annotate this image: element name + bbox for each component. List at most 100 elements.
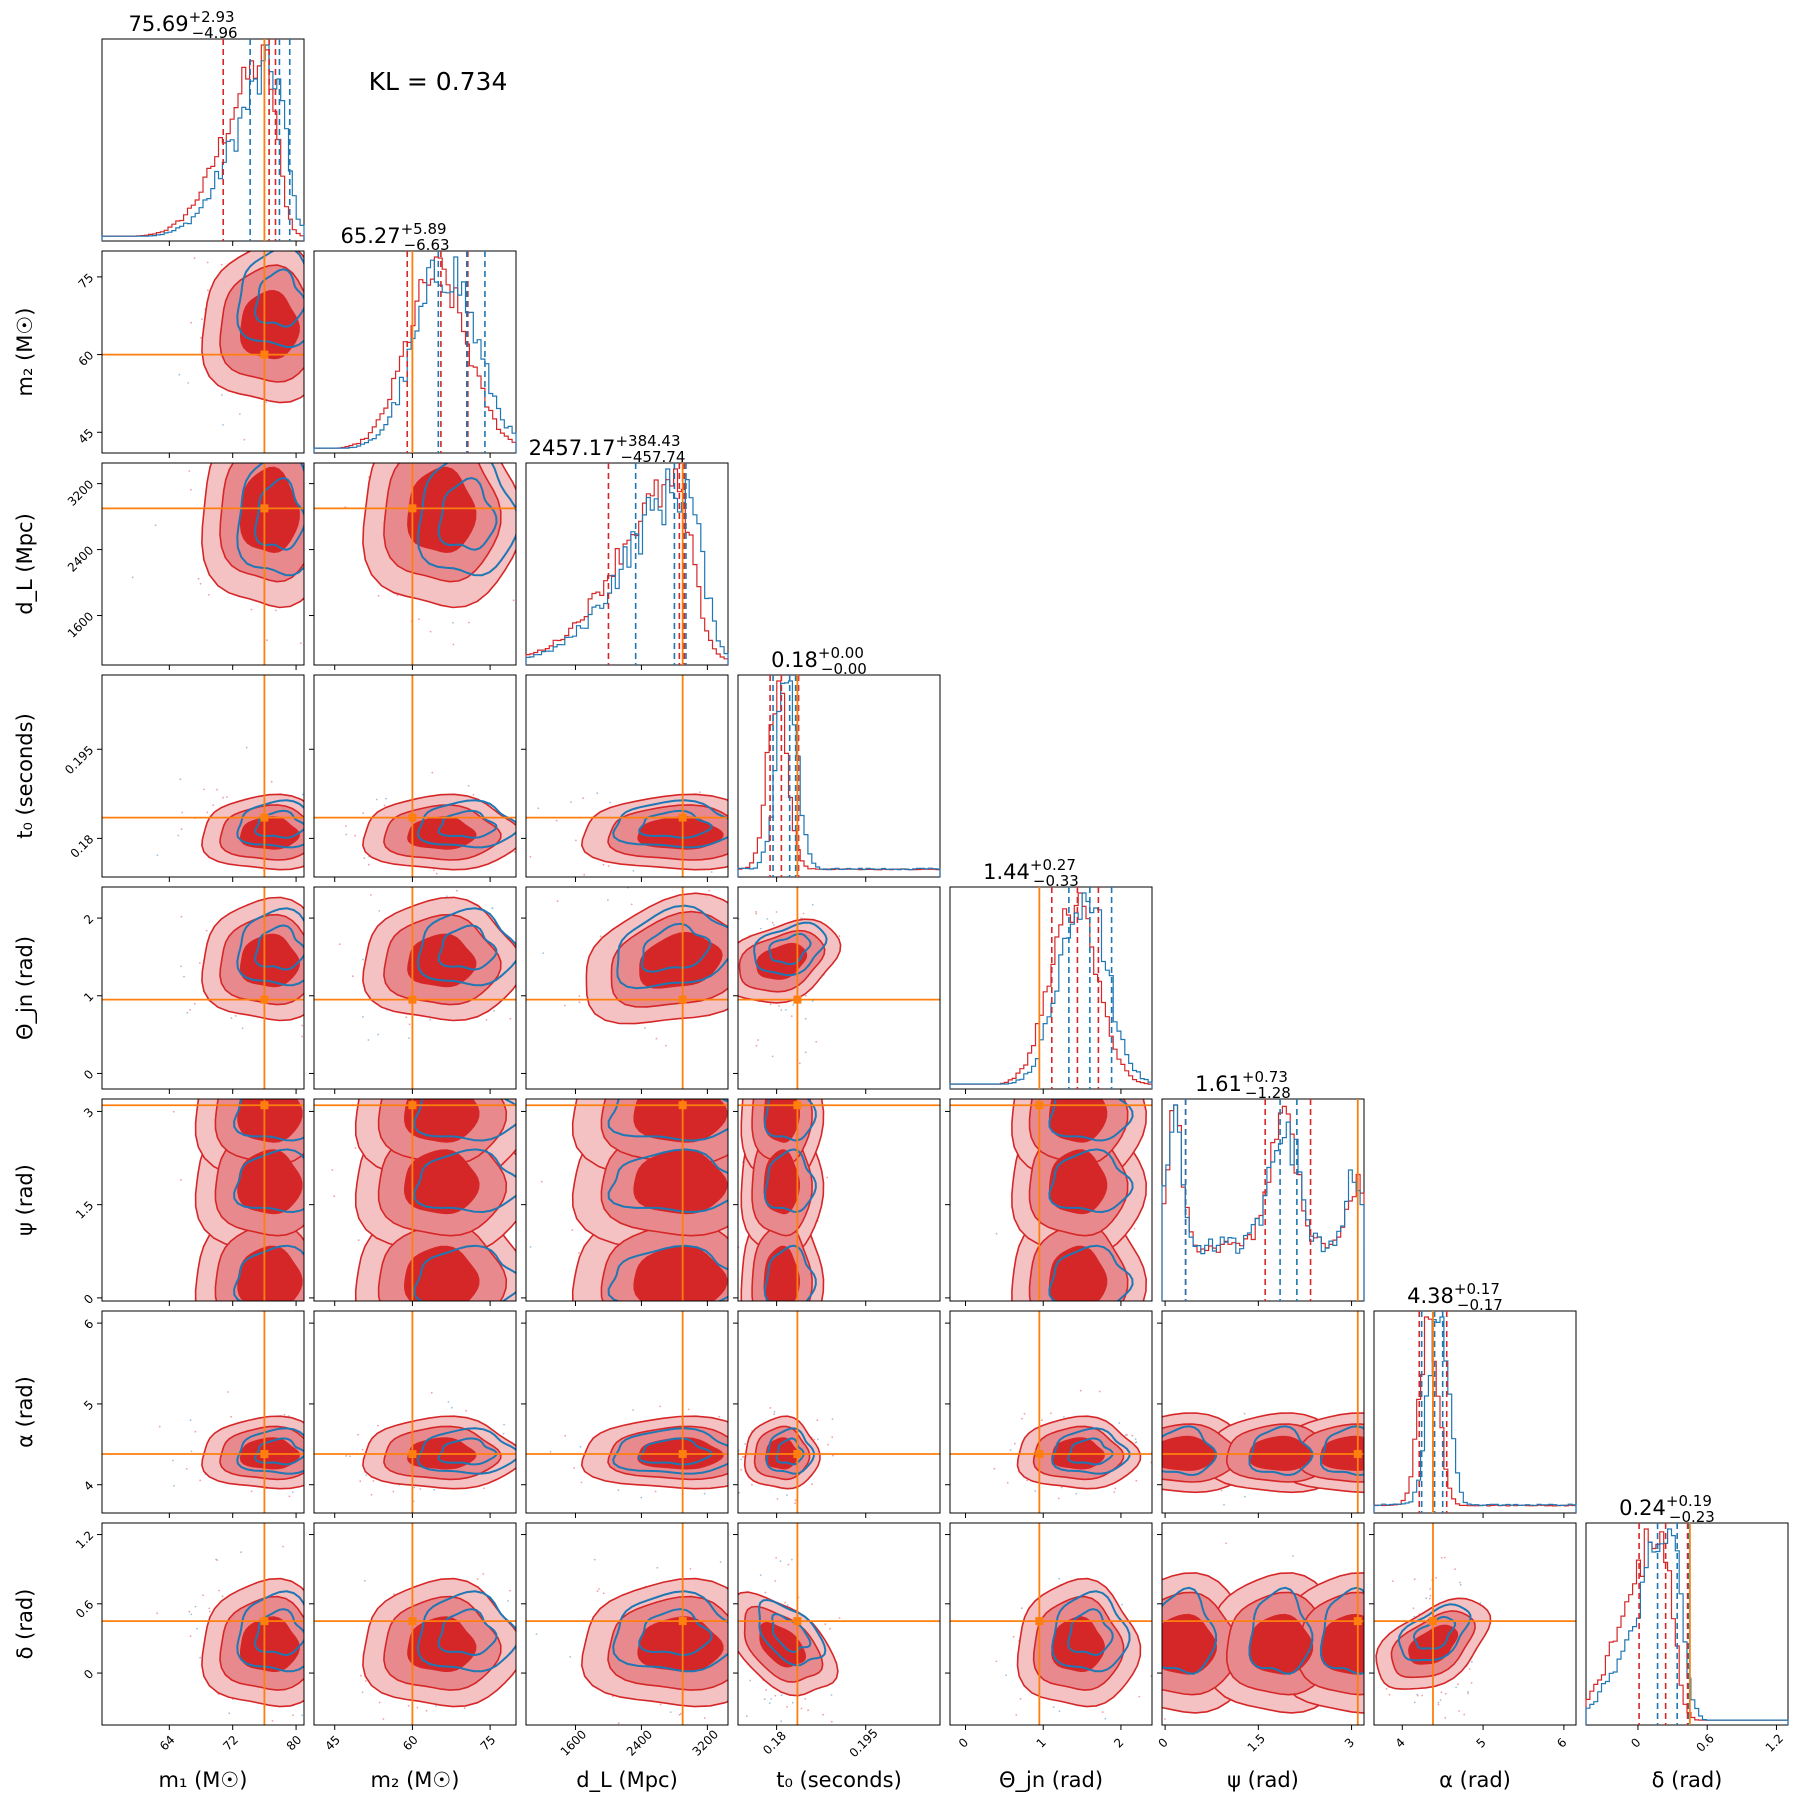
sample-point [322, 1614, 324, 1616]
sample-point [1023, 1412, 1026, 1415]
sample-point [339, 487, 341, 489]
sample-point [578, 1001, 581, 1004]
sample-point [378, 1701, 381, 1704]
sample-point [405, 1016, 408, 1019]
sample-point [750, 830, 752, 832]
sample-point [451, 1406, 453, 1409]
sample-point [222, 796, 225, 799]
sample-point [778, 818, 780, 820]
sample-point [193, 257, 196, 260]
sample-point [768, 1007, 770, 1009]
sample-point [1097, 1334, 1099, 1336]
panel-m1-vs-m2: 45 60 75 [76, 250, 305, 458]
sample-point [1156, 1457, 1158, 1459]
sample-point [461, 1094, 463, 1096]
sample-point [738, 1491, 741, 1494]
sample-point [200, 336, 202, 339]
sample-point [271, 1342, 273, 1344]
sample-point [180, 1179, 182, 1181]
sample-point [507, 1600, 509, 1602]
sample-point [1027, 1401, 1029, 1403]
sample-point [1369, 1634, 1371, 1636]
panel-dL [525, 462, 729, 670]
sample-point [199, 1308, 201, 1310]
panel-frame [525, 1522, 729, 1726]
histogram-theta_jn-blue [949, 892, 1153, 1089]
contour-blue [1162, 1586, 1218, 1675]
contour-blue [1319, 1425, 1364, 1477]
sample-point [441, 1058, 443, 1060]
sample-point [757, 1039, 759, 1041]
sample-point [632, 870, 635, 872]
sample-point [598, 1588, 600, 1590]
sample-point [542, 952, 545, 954]
x-axis-label-dL: d_L (Mpc) [576, 1768, 678, 1793]
sample-point [307, 837, 309, 839]
sample-point [332, 1440, 334, 1442]
sample-point [334, 916, 336, 918]
sample-point [734, 1443, 736, 1445]
x-tick-label-theta_jn: 0 [956, 1735, 971, 1750]
truth-marker [408, 504, 417, 513]
panel-dL-vs-alpha [521, 1310, 729, 1518]
panel-frame [525, 1098, 729, 1302]
sample-point [1098, 1390, 1101, 1393]
sample-point [1137, 1409, 1139, 1411]
sample-point [292, 884, 294, 886]
sample-point [640, 1496, 643, 1499]
sample-point [1444, 1716, 1447, 1719]
y-tick-label-dL: 3200 [65, 477, 96, 508]
sample-point [750, 833, 752, 835]
sample-point [334, 528, 336, 530]
sample-point [1006, 1481, 1009, 1484]
sample-point [180, 915, 183, 918]
contour-blue [1319, 1586, 1364, 1675]
sample-point [1118, 1422, 1121, 1424]
panel-frame [949, 1310, 1153, 1514]
sample-point [212, 804, 215, 806]
x-tick-label-m1: 80 [284, 1733, 305, 1754]
contour-blue [638, 1437, 713, 1466]
sample-point [206, 811, 209, 814]
truth-marker [260, 1450, 269, 1459]
sample-point [1463, 1713, 1466, 1716]
sample-point [349, 1200, 351, 1202]
title-m2: 65.27+5.89 −6.63 [340, 220, 449, 254]
panel-frame [313, 462, 517, 666]
sample-point [482, 1309, 484, 1311]
sample-point [324, 845, 326, 847]
sample-point [784, 1009, 787, 1011]
sample-point [822, 1713, 824, 1716]
sample-point [181, 811, 184, 814]
sample-point [773, 1410, 776, 1413]
truth-marker [678, 813, 687, 822]
panel-frame [313, 1522, 517, 1726]
panel-frame [737, 886, 941, 1090]
sample-point [434, 1705, 437, 1707]
sample-point [464, 406, 466, 408]
sample-point [367, 1039, 370, 1041]
sample-point [377, 1033, 379, 1036]
sample-point [1009, 1449, 1012, 1451]
sample-point [710, 1354, 712, 1356]
sample-point [632, 1409, 634, 1411]
sample-point [311, 1149, 313, 1151]
sample-point [805, 1020, 807, 1022]
sample-point [333, 419, 335, 421]
sample-point [756, 1703, 758, 1705]
sample-point [563, 1004, 566, 1007]
sample-point [1495, 1471, 1497, 1473]
sample-point [542, 365, 544, 367]
sample-point [1052, 1703, 1054, 1705]
sample-point [755, 1044, 758, 1047]
sample-point [764, 1068, 766, 1070]
contour-blue [638, 1608, 713, 1657]
sample-point [365, 1680, 367, 1682]
sample-point [838, 1617, 841, 1619]
sample-point [449, 1077, 451, 1079]
sample-point [241, 1027, 244, 1030]
sample-point [189, 1419, 192, 1422]
sample-point [1050, 1412, 1052, 1415]
sample-point [226, 796, 228, 798]
contour-blue [1048, 1099, 1134, 1142]
